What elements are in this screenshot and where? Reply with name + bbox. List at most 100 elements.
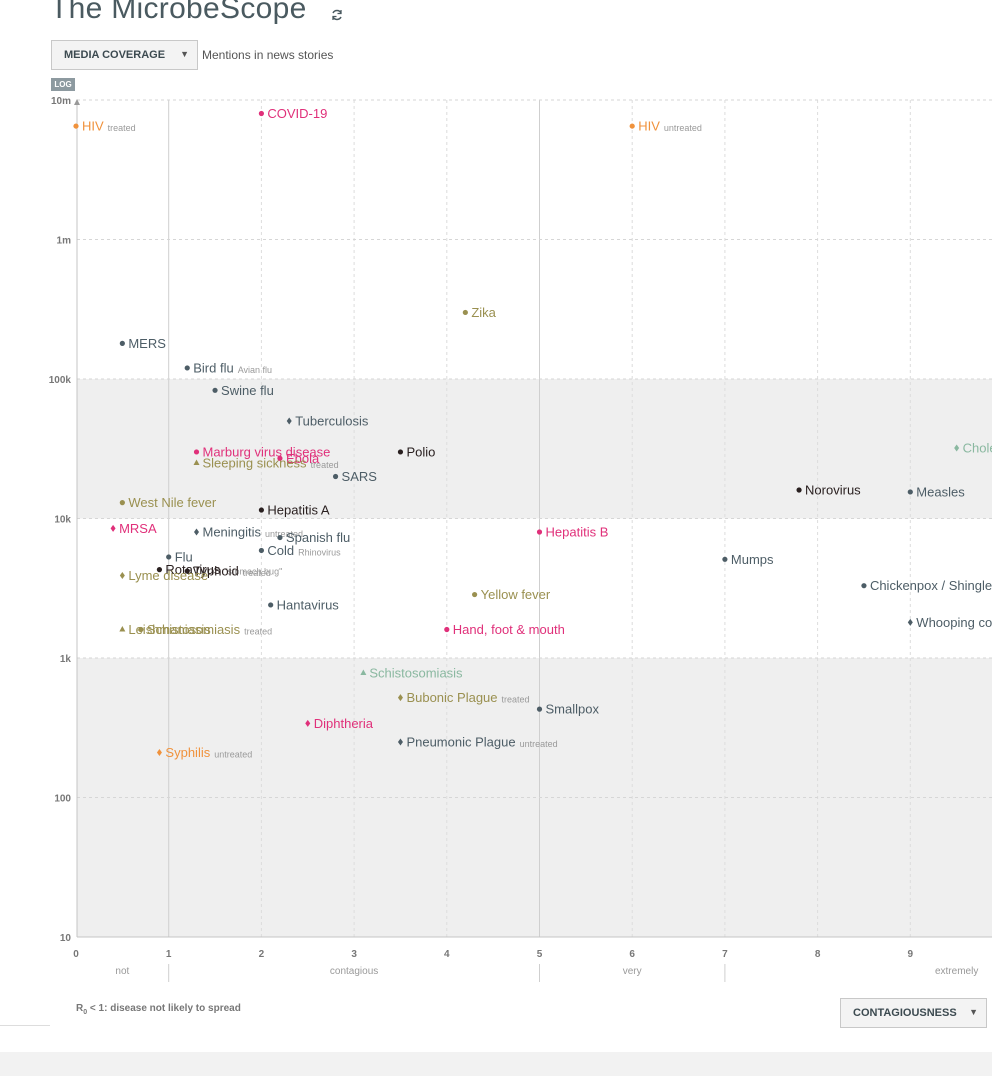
data-point: Marburg virus disease bbox=[193, 444, 331, 459]
point-marker bbox=[796, 487, 802, 493]
point-marker bbox=[193, 459, 200, 465]
point-label: Tuberculosis bbox=[295, 413, 369, 428]
point-label: Pneumonic Plague bbox=[406, 734, 515, 749]
y-axis-arrow-icon bbox=[74, 99, 80, 105]
point-marker bbox=[156, 567, 163, 573]
point-marker bbox=[193, 449, 200, 455]
point-label: Hepatitis A bbox=[267, 503, 329, 518]
data-point: Hepatitis A bbox=[258, 503, 330, 518]
x-tick-label: 3 bbox=[351, 949, 357, 960]
data-point: Diphtheria bbox=[305, 716, 374, 731]
point-marker bbox=[119, 572, 125, 580]
divider bbox=[0, 1025, 50, 1026]
point-marker bbox=[462, 309, 468, 316]
point-sublabel: Avian flu bbox=[238, 365, 272, 375]
point-label: Ebola bbox=[286, 451, 320, 466]
point-label: Flu bbox=[175, 549, 193, 564]
media-coverage-dropdown[interactable]: MEDIA COVERAGE ▼ bbox=[51, 40, 198, 70]
x-band-label: very bbox=[623, 966, 642, 977]
point-label: Spanish flu bbox=[286, 530, 350, 545]
data-point: SARS bbox=[332, 469, 377, 484]
chevron-down-icon: ▼ bbox=[180, 49, 189, 59]
data-point: MERS bbox=[119, 336, 166, 351]
point-label: Diphtheria bbox=[314, 716, 374, 731]
data-point: Ebola bbox=[277, 451, 320, 466]
point-label: MRSA bbox=[119, 521, 157, 536]
data-point: Bubonic Plague treated bbox=[397, 690, 530, 705]
point-marker bbox=[166, 554, 172, 560]
data-point: Mumps bbox=[722, 552, 774, 567]
point-label: Schistosomiasis bbox=[147, 622, 241, 637]
point-label: Meningitis bbox=[203, 525, 262, 540]
point-marker bbox=[722, 556, 728, 562]
axes: 10 100 1k 10k 100k 1m 10m 0 1 2 3 4 5 6 7 8 9 not contagio… bbox=[49, 96, 992, 982]
point-marker bbox=[184, 568, 190, 574]
point-sublabel: untreated bbox=[520, 739, 558, 749]
x-tick-label: 7 bbox=[722, 949, 728, 960]
point-marker bbox=[184, 365, 190, 371]
data-point: Smallpox bbox=[536, 702, 599, 717]
y-tick-label: 1k bbox=[60, 654, 72, 665]
refresh-icon[interactable] bbox=[330, 8, 344, 22]
point-marker bbox=[332, 473, 339, 480]
x-tick-label: 6 bbox=[629, 949, 635, 960]
point-label: Typhoid bbox=[193, 564, 239, 579]
point-label: Marburg virus disease bbox=[203, 444, 331, 459]
point-marker bbox=[194, 528, 200, 536]
data-point: Typhoid treated bbox=[184, 564, 271, 579]
point-marker bbox=[536, 706, 543, 712]
point-label: Leishmaniasis bbox=[128, 622, 211, 637]
data-point: Chickenpox / Shingles bbox=[861, 578, 992, 593]
chevron-down-icon: ▼ bbox=[969, 1007, 978, 1017]
data-point: Cholera bbox=[954, 441, 992, 456]
point-label: Hantavirus bbox=[277, 597, 340, 612]
point-label: HIV bbox=[638, 119, 660, 134]
point-label: Yellow fever bbox=[481, 587, 551, 602]
log-scale-toggle[interactable]: LOG bbox=[51, 78, 75, 91]
point-label: Lyme disease bbox=[128, 568, 208, 583]
y-tick-label: 10m bbox=[51, 96, 71, 107]
point-marker bbox=[286, 417, 292, 425]
point-marker bbox=[360, 669, 367, 676]
point-label: Zika bbox=[471, 305, 496, 320]
point-label: Syphilis bbox=[165, 745, 210, 760]
contagiousness-dropdown[interactable]: CONTAGIOUSNESS ▼ bbox=[840, 998, 987, 1028]
point-marker bbox=[907, 489, 913, 495]
point-marker bbox=[73, 123, 79, 129]
point-marker bbox=[277, 455, 283, 461]
data-point: Hantavirus bbox=[268, 597, 339, 612]
data-point: Schistosomiasis bbox=[360, 666, 463, 681]
x-tick-label: 8 bbox=[815, 949, 821, 960]
point-sublabel: Rhinovirus bbox=[298, 547, 341, 557]
x-tick-label: 5 bbox=[537, 949, 543, 960]
point-marker bbox=[907, 618, 913, 626]
data-point: Hepatitis B bbox=[536, 525, 608, 540]
point-label: Bird flu bbox=[193, 360, 233, 375]
point-marker bbox=[258, 507, 264, 513]
point-label: HIV bbox=[82, 119, 104, 134]
data-point: COVID-19 bbox=[258, 106, 327, 121]
point-label: Chickenpox / Shingles bbox=[870, 578, 992, 593]
point-sublabel: treated bbox=[502, 695, 530, 705]
data-point: Bird flu Avian flu bbox=[184, 360, 272, 375]
data-point: Sleeping sickness treated bbox=[193, 455, 339, 470]
point-marker bbox=[536, 529, 543, 535]
point-label: Measles bbox=[916, 484, 965, 499]
point-marker bbox=[138, 626, 144, 633]
x-tick-label: 9 bbox=[908, 949, 914, 960]
point-marker bbox=[444, 626, 450, 633]
point-sublabel: treated bbox=[244, 627, 272, 637]
point-label: Swine flu bbox=[221, 383, 274, 398]
data-point: Swine flu bbox=[212, 383, 274, 398]
x-band-label: extremely bbox=[935, 966, 978, 977]
point-label: Mumps bbox=[731, 552, 774, 567]
data-point: Polio bbox=[397, 444, 435, 459]
point-marker bbox=[397, 449, 404, 455]
scatter-chart: 10 100 1k 10k 100k 1m 10m 0 1 2 3 4 5 6 7 8 9 not contagio… bbox=[49, 96, 992, 982]
point-label: Hand, foot & mouth bbox=[453, 622, 565, 637]
data-point: Flu bbox=[166, 549, 193, 564]
data-point: Schistosomiasis treated bbox=[138, 622, 272, 637]
data-points: HIV treated COVID-19 HIV untreated Zika MERS Bi… bbox=[73, 106, 992, 760]
y-axis-description: Mentions in news stories bbox=[202, 48, 334, 62]
point-label: Polio bbox=[406, 444, 435, 459]
